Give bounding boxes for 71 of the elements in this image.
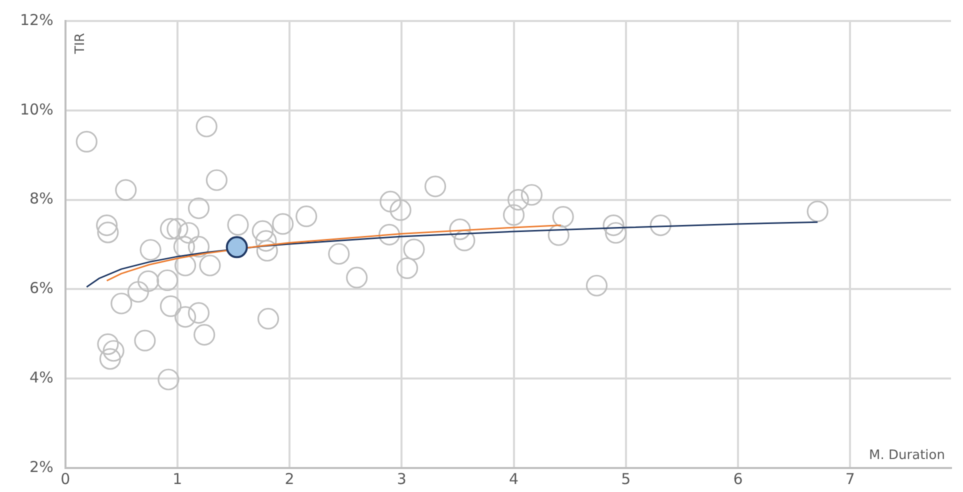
point <box>604 222 627 244</box>
point <box>449 218 471 240</box>
point <box>99 348 121 370</box>
x-tick-label: 6 <box>733 470 743 488</box>
point <box>174 306 196 328</box>
point <box>227 214 249 236</box>
point <box>507 189 530 211</box>
point <box>390 199 412 221</box>
point <box>110 292 132 314</box>
point <box>156 269 178 292</box>
y-tick-label: 12% <box>20 10 54 29</box>
point <box>403 238 425 260</box>
x-tick-label: 4 <box>509 470 519 488</box>
point <box>97 222 119 244</box>
point <box>346 266 368 288</box>
point <box>226 236 248 258</box>
x-tick-label: 0 <box>60 470 70 488</box>
point <box>256 240 278 262</box>
point <box>424 176 446 198</box>
y-axis-title: TIR <box>73 33 88 55</box>
point <box>158 368 180 390</box>
point <box>328 243 350 265</box>
point <box>96 214 118 236</box>
point <box>188 236 210 258</box>
point <box>196 116 218 138</box>
point <box>160 218 182 240</box>
point <box>199 254 221 276</box>
point <box>380 190 402 212</box>
point <box>166 218 188 240</box>
y-tick-label: 4% <box>30 368 54 386</box>
point <box>602 214 624 236</box>
point <box>102 340 124 362</box>
point <box>650 214 672 236</box>
point <box>127 281 150 303</box>
y-tick-label: 6% <box>30 279 54 298</box>
point <box>206 169 228 191</box>
point <box>188 197 210 220</box>
point <box>134 330 156 352</box>
x-tick-label: 1 <box>172 470 182 488</box>
x-tick-label: 2 <box>284 470 294 488</box>
point <box>97 333 119 355</box>
point <box>806 200 828 222</box>
point <box>115 179 137 201</box>
y-tick-label: 10% <box>20 100 54 118</box>
x-tick-label: 3 <box>396 470 406 488</box>
point <box>502 204 525 226</box>
point <box>140 239 162 261</box>
point <box>378 224 400 246</box>
point <box>160 295 182 317</box>
point <box>174 254 196 276</box>
point <box>252 220 274 242</box>
point <box>257 308 280 330</box>
point <box>586 274 608 296</box>
point <box>255 230 277 252</box>
point <box>520 184 543 206</box>
point <box>552 206 574 228</box>
point <box>548 224 570 246</box>
point <box>396 257 418 279</box>
point <box>272 213 294 235</box>
point <box>188 302 210 324</box>
y-tick-label: 2% <box>30 458 54 476</box>
point <box>178 222 200 244</box>
point <box>194 324 216 346</box>
point <box>454 230 476 252</box>
x-tick-label: 5 <box>621 470 631 488</box>
x-axis-title: M. Duration <box>869 448 945 463</box>
point <box>138 270 160 292</box>
point <box>76 130 98 152</box>
y-tick-label: 8% <box>30 190 54 208</box>
x-tick-label: 7 <box>845 470 855 488</box>
point <box>296 206 318 228</box>
